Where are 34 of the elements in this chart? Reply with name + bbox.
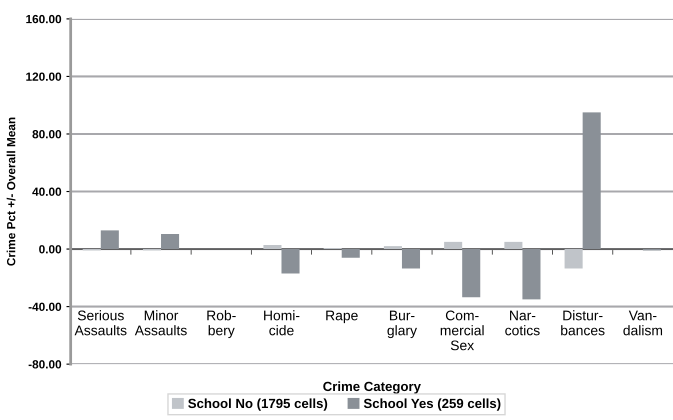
bar [100,230,119,250]
x-tick-label: Nar- cotics [505,310,540,336]
x-tick-label: Van- dalism [623,310,662,336]
x-tick-label: Homi- cide [264,310,300,336]
x-tick-label: Rape [326,310,358,324]
bar [444,242,462,250]
y-tick-label: -40.00 [28,302,62,311]
bar [504,242,522,250]
x-tick-label: Minor Assaults [134,310,187,336]
bar [263,245,282,250]
y-tick-label: 0.00 [39,245,62,254]
bar [342,249,360,258]
legend-label: School No (1795 cells) [188,398,328,411]
bar [582,112,601,250]
y-tick-label: 120.00 [26,72,62,81]
bar [402,249,420,268]
x-tick-label: Serious Assaults [74,310,127,336]
y-tick-label: -80.00 [28,360,62,369]
y-tick-label: 80.00 [32,130,62,138]
bar [462,249,480,298]
bar [384,246,402,250]
bar [281,249,300,274]
x-tick-label: Bur- glary [387,310,417,338]
x-tick-label: Rob- bery [207,310,236,338]
bar [161,234,180,250]
bar [564,249,583,268]
x-tick-label: Com- mercial Sex [440,310,484,350]
legend-label: School Yes (259 cells) [364,398,500,411]
y-tick-label: 40.00 [32,188,62,196]
bar [522,249,540,300]
y-tick-label: 160.00 [26,14,62,24]
x-axis-title: Crime Category [323,381,421,394]
x-tick-label: Distur- bances [561,310,605,336]
y-axis-title: Crime Pct +/- Overall Mean [6,118,16,266]
